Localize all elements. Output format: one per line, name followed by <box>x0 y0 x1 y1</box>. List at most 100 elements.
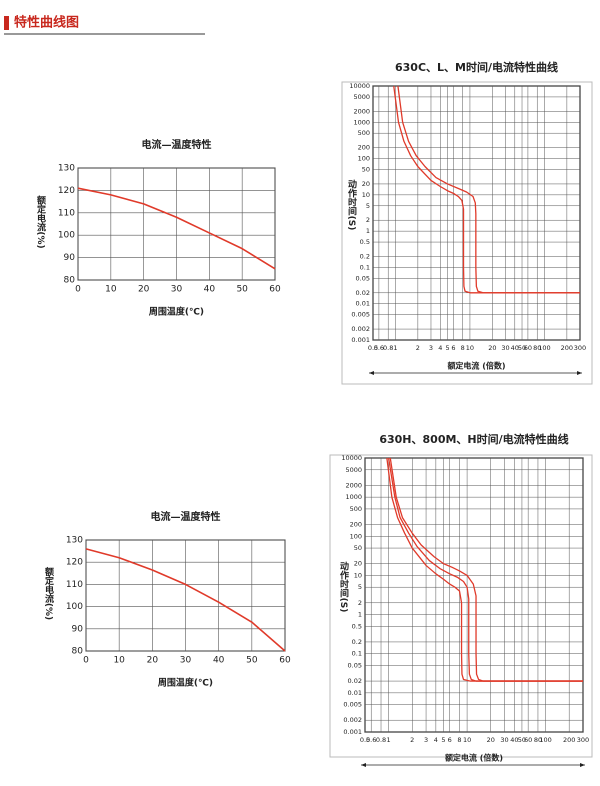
x-tick-label: 10 <box>463 736 471 744</box>
series-line <box>393 85 580 294</box>
x-tick-label: 6 <box>451 344 455 352</box>
y-tick-label: 80 <box>64 276 76 286</box>
plot-area <box>364 457 584 733</box>
y-tick-label: 5000 <box>353 93 370 101</box>
x-tick-label: 30 <box>501 344 509 352</box>
y-tick-label: 0.05 <box>356 274 370 282</box>
y-tick-label: 200 <box>350 521 362 529</box>
y-tick-label: 130 <box>58 164 75 174</box>
y-tick-label: 0.002 <box>351 325 370 333</box>
x-tick-label: 80 <box>533 344 541 352</box>
x-tick-label: 0 <box>83 656 89 666</box>
x-tick-label: 8 <box>461 344 465 352</box>
y-tick-label: 0.2 <box>352 638 362 646</box>
y-tick-label: 110 <box>66 580 83 590</box>
x-tick-label: 0.8 <box>376 736 386 744</box>
y-tick-label: 2000 <box>345 481 362 489</box>
x-tick-label: 20 <box>487 736 495 744</box>
y-tick-label: 0.01 <box>356 300 370 308</box>
y-tick-label: 0.001 <box>343 728 362 736</box>
x-axis-label: 额定电流 (倍数) <box>445 753 503 763</box>
x-tick-label: 6 <box>448 736 452 744</box>
frame <box>341 81 593 385</box>
y-tick-label: 110 <box>58 208 75 218</box>
y-tick-label: 2 <box>358 599 362 607</box>
y-tick-label: 120 <box>66 558 83 568</box>
x-tick-label: 30 <box>180 656 192 666</box>
x-tick-label: 50 <box>246 656 258 666</box>
x-tick-label: 10 <box>466 344 474 352</box>
frame <box>329 454 593 758</box>
y-tick-label: 10000 <box>341 454 362 462</box>
x-tick-label: 40 <box>213 656 225 666</box>
x-tick-label: 40 <box>204 285 216 295</box>
y-tick-label: 2 <box>366 216 370 224</box>
x-tick-label: 50 <box>518 344 526 352</box>
y-tick-label: 0.05 <box>348 661 362 669</box>
x-tick-label: 10 <box>105 285 117 295</box>
y-tick-label: 0.5 <box>360 238 370 246</box>
x-tick-label: 80 <box>534 736 542 744</box>
y-tick-label: 500 <box>350 505 362 513</box>
x-tick-label: 20 <box>138 285 150 295</box>
chart-title: 电流—温度特性 <box>151 510 221 523</box>
x-tick-label: 2 <box>416 344 420 352</box>
plot-area <box>372 85 581 341</box>
y-tick-label: 0.2 <box>360 253 370 261</box>
y-axis-label: 额定电流(%) <box>35 194 47 248</box>
x-tick-label: 2 <box>410 736 414 744</box>
y-tick-label: 0.002 <box>343 716 362 724</box>
x-tick-label: 20 <box>488 344 496 352</box>
y-tick-label: 20 <box>354 560 362 568</box>
y-tick-label: 50 <box>354 544 362 552</box>
y-tick-label: 200 <box>358 144 370 152</box>
y-tick-label: 0.01 <box>348 689 362 697</box>
y-tick-label: 1000 <box>345 493 362 501</box>
y-tick-label: 1000 <box>353 118 370 126</box>
x-tick-label: 4 <box>434 736 438 744</box>
x-tick-label: 100 <box>539 736 551 744</box>
y-tick-label: 100 <box>358 155 370 163</box>
x-tick-label: 60 <box>524 344 532 352</box>
x-tick-label: 3 <box>429 344 433 352</box>
y-tick-label: 5 <box>358 583 362 591</box>
series-line <box>85 548 286 652</box>
y-tick-label: 0.001 <box>351 336 370 344</box>
chart-title: 630H、800M、H时间/电流特性曲线 <box>379 432 568 446</box>
header-title: 特性曲线图 <box>14 15 79 31</box>
y-tick-label: 1 <box>358 611 362 619</box>
y-tick-label: 10 <box>354 571 362 579</box>
y-axis-label: 动作时间(S) <box>346 180 357 231</box>
y-tick-label: 80 <box>72 647 84 657</box>
x-tick-label: 60 <box>279 656 291 666</box>
x-tick-label: 100 <box>538 344 550 352</box>
y-tick-label: 0.02 <box>356 289 370 297</box>
y-tick-label: 10000 <box>349 82 370 90</box>
chart-title: 电流—温度特性 <box>142 138 212 151</box>
x-axis-label: 额定电流 (倍数) <box>447 361 505 371</box>
x-tick-label: 5 <box>445 344 449 352</box>
x-tick-label: 0.6 <box>374 344 384 352</box>
x-tick-label: 0.5 <box>360 736 370 744</box>
y-tick-label: 0.005 <box>343 701 362 709</box>
x-tick-label: 1 <box>387 736 391 744</box>
chart-title: 630C、L、M时间/电流特性曲线 <box>395 60 558 74</box>
series-line <box>389 457 583 682</box>
x-tick-label: 50 <box>518 736 526 744</box>
x-tick-label: 1 <box>393 344 397 352</box>
y-tick-label: 5000 <box>345 466 362 474</box>
y-tick-label: 0.1 <box>360 263 370 271</box>
y-tick-label: 50 <box>362 165 370 173</box>
x-tick-label: 60 <box>524 736 532 744</box>
x-tick-label: 300 <box>577 736 589 744</box>
series-line <box>386 457 583 682</box>
y-tick-label: 120 <box>58 186 75 196</box>
y-tick-label: 0.1 <box>352 650 362 658</box>
y-axis-label: 额定电流(%) <box>43 566 55 620</box>
x-tick-label: 300 <box>574 344 586 352</box>
header-mark <box>4 16 9 30</box>
x-tick-label: 30 <box>500 736 508 744</box>
y-tick-label: 100 <box>58 231 75 241</box>
y-tick-label: 90 <box>72 624 84 634</box>
